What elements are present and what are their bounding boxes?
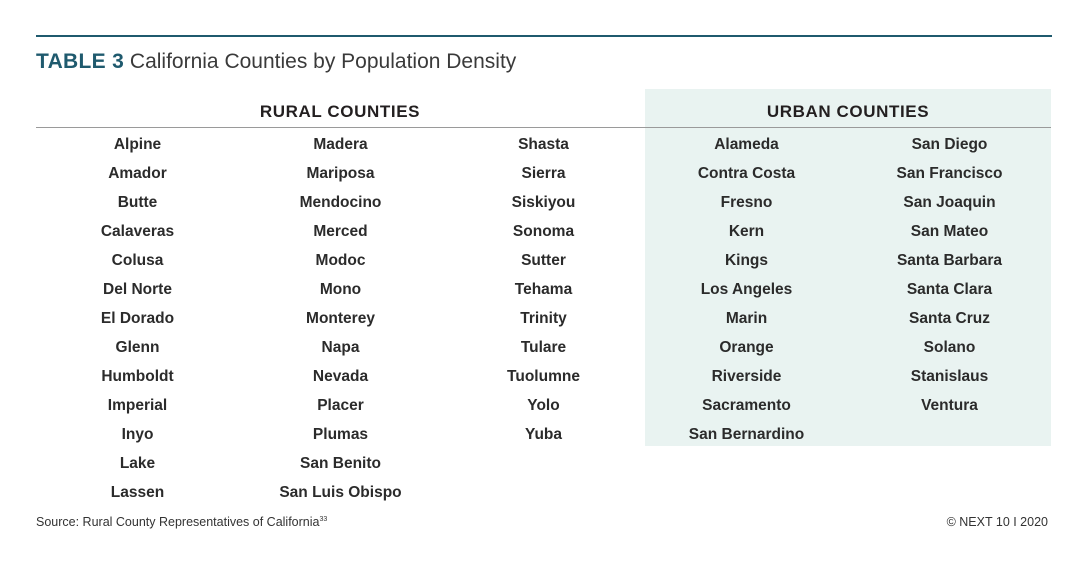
county-cell: Plumas [312,426,369,443]
county-cell: Imperial [107,397,168,414]
county-cell: Santa Cruz [909,310,990,327]
county-cell: Shasta [518,136,569,153]
county-cell: Nevada [312,368,369,385]
county-cell: Humboldt [101,368,174,385]
county-cell: Madera [313,136,368,153]
county-cell: Kern [728,223,765,240]
county-cell: Del Norte [103,281,172,298]
county-cell: Lassen [110,484,165,501]
county-cell: San Mateo [910,223,989,240]
county-cell: Santa Barbara [896,252,1003,269]
county-cell: Riverside [711,368,782,385]
county-cell: Sonoma [512,223,575,240]
county-cell: Mendocino [299,194,382,211]
county-cell: El Dorado [100,310,175,327]
county-cell: San Bernardino [688,426,805,443]
urban-column-2: San Diego San Francisco San Joaquin San Mat… [848,130,1051,420]
county-cell: Mariposa [306,165,375,182]
table-title: TABLE 3 California Counties by Populatio… [36,50,516,74]
county-cell: Colusa [111,252,164,269]
rural-column-2: Madera Mariposa Mendocino Merced Modoc Mono Mo… [239,130,442,507]
county-cell: Merced [313,223,368,240]
county-cell: Sutter [521,252,566,269]
county-cell: Fresno [720,194,773,211]
top-rule [36,35,1052,37]
county-cell: Siskiyou [511,194,576,211]
county-cell: Solano [923,339,976,356]
county-cell: Placer [317,397,364,414]
urban-panel-background [645,89,1051,446]
county-cell: San Joaquin [903,194,996,211]
county-cell: Calaveras [100,223,175,240]
county-cell: Kings [724,252,769,269]
county-cell: Ventura [921,397,978,414]
county-cell: Tulare [520,339,567,356]
county-cell: Contra Costa [697,165,796,182]
county-cell: Butte [117,194,158,211]
county-cell: Amador [108,165,167,182]
county-cell: Monterey [306,310,375,327]
county-cell: Mono [319,281,362,298]
county-cell: Sacramento [702,397,791,414]
county-cell: Tuolumne [507,368,580,385]
county-cell: Santa Clara [906,281,993,298]
county-cell: San Diego [911,136,988,153]
county-cell: Trinity [520,310,567,327]
header-rule [36,127,1051,128]
table-title-text: California Counties by Population Densit… [129,50,517,73]
urban-counties-header: URBAN COUNTIES [766,102,930,121]
urban-column-1: Alameda Contra Costa Fresno Kern Kings Los An… [645,130,848,449]
rural-counties-header: RURAL COUNTIES [259,102,421,121]
county-cell: Tehama [514,281,573,298]
county-cell: San Francisco [896,165,1003,182]
rural-column-3: Shasta Sierra Siskiyou Sonoma Sutter Tehama Tr… [442,130,645,449]
county-cell: Lake [119,455,156,472]
rural-column-1: Alpine Amador Butte Calaveras Colusa Del Nort… [36,130,239,507]
footnote-marker: 33 [319,515,328,523]
copyright: © NEXT 10 I 2020 [946,515,1048,529]
county-cell: Napa [321,339,360,356]
county-cell: Yolo [527,397,560,414]
county-cell: Sierra [521,165,566,182]
county-cell: Orange [719,339,774,356]
county-cell: Marin [725,310,768,327]
county-cell: Glenn [115,339,160,356]
source-text: Source: Rural County Representatives of … [36,515,320,529]
county-cell: Modoc [315,252,366,269]
table-label: TABLE 3 [36,50,125,73]
county-cell: Los Angeles [700,281,793,298]
county-cell: Alameda [714,136,779,153]
county-cell: San Luis Obispo [279,484,402,501]
county-cell: Alpine [113,136,162,153]
county-cell: Yuba [524,426,563,443]
county-cell: San Benito [300,455,381,472]
county-cell: Stanislaus [910,368,989,385]
county-cell: Inyo [121,426,154,443]
source-note: Source: Rural County Representatives of … [36,515,327,529]
